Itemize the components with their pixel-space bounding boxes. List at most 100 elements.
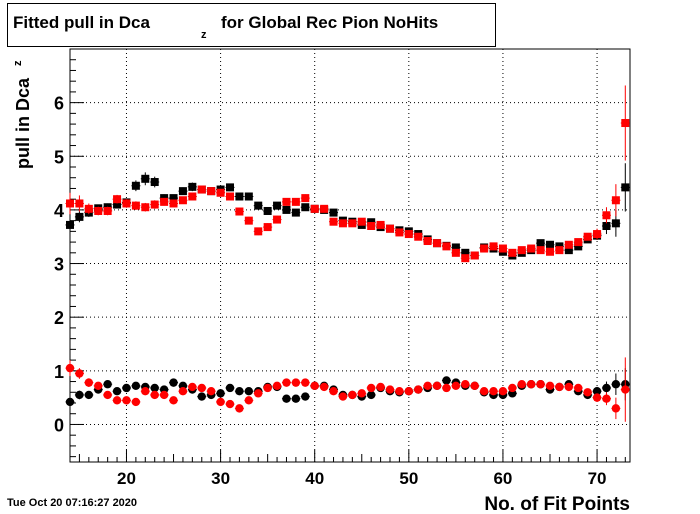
data-point bbox=[366, 383, 376, 393]
data-point bbox=[131, 201, 140, 210]
x-tick-label: 70 bbox=[588, 469, 607, 488]
data-point bbox=[480, 244, 489, 253]
data-point bbox=[282, 197, 291, 206]
data-point bbox=[216, 397, 225, 407]
data-point bbox=[178, 196, 187, 205]
data-marks bbox=[65, 85, 630, 422]
data-point bbox=[404, 387, 414, 396]
data-point bbox=[244, 387, 254, 396]
x-axis-label: No. of Fit Points bbox=[484, 494, 630, 514]
data-point bbox=[225, 383, 235, 393]
data-point bbox=[451, 243, 460, 252]
x-tick-label: 30 bbox=[211, 469, 230, 488]
data-point bbox=[244, 396, 254, 405]
data-point bbox=[442, 383, 451, 393]
data-point bbox=[583, 388, 592, 397]
data-point bbox=[169, 396, 178, 405]
chart-title: Fitted pull in Dca bbox=[13, 13, 150, 32]
data-point bbox=[442, 242, 451, 251]
data-point bbox=[555, 382, 564, 392]
data-point bbox=[414, 232, 423, 241]
data-point bbox=[489, 242, 498, 251]
data-point bbox=[414, 385, 423, 394]
data-point bbox=[291, 394, 301, 403]
data-point bbox=[263, 383, 272, 393]
data-point bbox=[621, 183, 630, 192]
data-point bbox=[301, 378, 310, 387]
data-point bbox=[498, 387, 508, 396]
chart-title-rest: for Global Rec Pion NoHits bbox=[221, 13, 439, 32]
data-point bbox=[367, 222, 376, 230]
data-point bbox=[320, 204, 329, 213]
x-tick-label: 40 bbox=[305, 469, 324, 488]
data-point bbox=[376, 220, 385, 229]
data-point bbox=[546, 240, 554, 249]
data-point bbox=[574, 238, 583, 247]
data-point bbox=[244, 192, 253, 201]
y-axis-label-subscript: z bbox=[12, 60, 24, 66]
data-point bbox=[254, 227, 263, 236]
data-point bbox=[602, 222, 611, 230]
data-point bbox=[479, 387, 489, 396]
data-point bbox=[329, 387, 338, 396]
data-point bbox=[395, 387, 404, 396]
data-point bbox=[546, 247, 554, 256]
data-point bbox=[159, 390, 169, 400]
data-point bbox=[329, 208, 338, 217]
data-point bbox=[263, 223, 272, 232]
data-point bbox=[602, 211, 611, 220]
data-point bbox=[235, 207, 244, 216]
data-point bbox=[169, 199, 178, 208]
data-point bbox=[263, 206, 272, 215]
data-point bbox=[461, 254, 470, 263]
data-point bbox=[376, 382, 385, 392]
data-point bbox=[188, 182, 197, 191]
data-point bbox=[564, 382, 574, 392]
data-point bbox=[141, 203, 150, 212]
data-point bbox=[611, 219, 620, 228]
data-point bbox=[564, 240, 573, 249]
data-point bbox=[621, 385, 630, 394]
data-point bbox=[357, 389, 366, 398]
data-point bbox=[602, 383, 611, 393]
data-point bbox=[131, 181, 140, 190]
data-point bbox=[160, 197, 169, 206]
y-tick-label: 5 bbox=[54, 147, 64, 167]
data-point bbox=[122, 396, 131, 405]
data-point bbox=[433, 239, 442, 248]
data-point bbox=[75, 199, 84, 208]
data-point bbox=[226, 192, 234, 201]
data-point bbox=[197, 392, 206, 401]
data-point bbox=[235, 387, 244, 396]
data-point bbox=[235, 404, 244, 413]
data-point bbox=[169, 194, 178, 203]
data-point bbox=[423, 237, 432, 246]
data-point bbox=[461, 248, 470, 257]
data-point bbox=[395, 228, 404, 237]
data-point bbox=[545, 381, 555, 391]
data-point bbox=[254, 389, 263, 398]
data-point bbox=[112, 396, 122, 405]
data-point bbox=[235, 192, 244, 201]
data-point bbox=[574, 242, 583, 251]
data-point bbox=[319, 382, 329, 392]
data-point bbox=[470, 381, 479, 391]
data-point bbox=[216, 188, 225, 197]
data-point bbox=[310, 204, 319, 213]
data-point bbox=[386, 224, 394, 233]
data-point bbox=[226, 183, 234, 192]
data-point bbox=[451, 381, 461, 391]
data-point bbox=[244, 216, 253, 225]
data-point bbox=[555, 246, 564, 255]
data-point bbox=[150, 200, 159, 209]
data-point bbox=[329, 217, 338, 226]
data-point bbox=[301, 392, 310, 401]
data-point bbox=[254, 201, 263, 210]
data-point bbox=[207, 187, 216, 196]
series-0 bbox=[65, 163, 630, 260]
data-point bbox=[366, 390, 376, 400]
data-point bbox=[84, 390, 94, 400]
data-point bbox=[442, 376, 451, 385]
data-point bbox=[602, 394, 611, 403]
data-point bbox=[94, 381, 103, 391]
